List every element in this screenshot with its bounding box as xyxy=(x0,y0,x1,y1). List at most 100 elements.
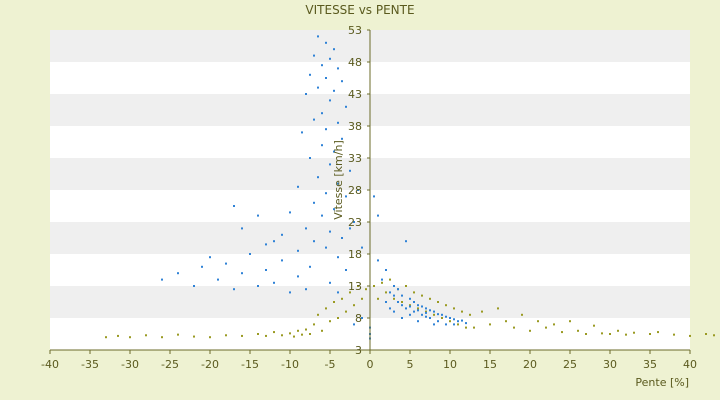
y-tick-label: 33 xyxy=(348,152,362,165)
y-tick-label: 13 xyxy=(348,280,362,293)
data-point xyxy=(241,227,243,230)
data-point xyxy=(241,334,243,337)
data-point xyxy=(309,73,311,76)
data-point xyxy=(601,332,603,335)
data-point xyxy=(445,315,447,318)
data-point xyxy=(321,214,323,217)
data-point xyxy=(413,291,415,294)
data-point xyxy=(413,310,415,313)
data-point xyxy=(409,305,411,308)
data-point xyxy=(417,309,419,312)
data-point xyxy=(289,291,291,294)
data-point xyxy=(545,326,547,329)
data-point xyxy=(145,334,147,337)
x-tick-label: 20 xyxy=(523,358,537,371)
data-point xyxy=(309,265,311,268)
data-point xyxy=(381,278,383,281)
data-point xyxy=(305,328,307,331)
data-point xyxy=(705,333,707,335)
data-point xyxy=(289,332,291,335)
data-point xyxy=(421,305,423,308)
data-point xyxy=(609,333,611,335)
data-point xyxy=(393,285,395,287)
x-tick-label: 30 xyxy=(603,358,617,371)
data-point xyxy=(625,333,627,336)
data-point xyxy=(361,297,363,300)
data-point xyxy=(417,304,419,307)
data-point xyxy=(437,301,439,303)
data-point xyxy=(305,93,307,95)
data-point xyxy=(301,131,303,134)
data-point xyxy=(161,278,163,281)
data-point xyxy=(561,331,563,334)
data-point xyxy=(341,80,343,83)
data-point xyxy=(337,256,339,259)
data-point xyxy=(353,221,355,223)
data-point xyxy=(449,317,451,319)
data-point xyxy=(433,310,435,313)
data-point xyxy=(329,163,331,166)
data-point xyxy=(373,195,375,198)
data-point xyxy=(393,294,395,297)
data-point xyxy=(305,227,307,230)
y-tick-label: 43 xyxy=(348,88,362,101)
data-point xyxy=(441,317,443,319)
data-point xyxy=(273,240,275,243)
data-point xyxy=(377,214,379,217)
x-tick-label: 5 xyxy=(407,358,414,371)
data-point xyxy=(317,35,319,38)
data-point xyxy=(457,323,459,326)
data-points xyxy=(105,35,715,340)
data-point xyxy=(325,246,327,249)
data-point xyxy=(193,335,195,338)
data-point xyxy=(333,89,335,92)
y-axis-label: Vitesse [km/h] xyxy=(332,140,345,220)
data-point xyxy=(473,326,475,329)
data-point xyxy=(429,309,431,312)
data-point xyxy=(353,323,355,326)
data-point xyxy=(257,333,259,335)
x-tick-label: 10 xyxy=(443,358,457,371)
data-point xyxy=(341,237,343,239)
y-tick-label: 28 xyxy=(348,184,362,197)
data-point xyxy=(425,311,427,314)
data-point xyxy=(445,323,447,326)
data-point xyxy=(397,301,399,303)
data-point xyxy=(453,323,455,326)
data-point xyxy=(361,246,363,249)
data-point xyxy=(325,307,327,310)
data-point xyxy=(673,333,675,336)
data-point xyxy=(357,285,359,287)
data-point xyxy=(357,189,359,191)
data-point xyxy=(537,320,539,323)
data-point xyxy=(345,269,347,271)
data-point xyxy=(349,227,351,230)
data-point xyxy=(117,334,119,337)
y-tick-label: 23 xyxy=(348,216,362,229)
data-point xyxy=(393,297,395,300)
data-point xyxy=(529,329,531,332)
data-point xyxy=(341,297,343,300)
data-point xyxy=(177,272,179,275)
data-point xyxy=(569,320,571,323)
data-point xyxy=(417,307,419,310)
x-tick-label: -30 xyxy=(121,358,139,371)
data-point xyxy=(337,182,339,185)
data-point xyxy=(385,269,387,271)
data-point xyxy=(265,269,267,271)
data-point xyxy=(313,118,315,121)
data-point xyxy=(389,291,391,294)
data-point xyxy=(421,313,423,316)
data-point xyxy=(393,310,395,313)
data-point xyxy=(309,333,311,335)
data-point xyxy=(209,256,211,259)
data-point xyxy=(309,157,311,159)
x-tick-label: 40 xyxy=(683,358,697,371)
y-tick-label: 53 xyxy=(348,24,362,37)
data-point xyxy=(373,285,375,287)
data-point xyxy=(313,323,315,326)
data-point xyxy=(265,243,267,246)
data-point xyxy=(333,48,335,51)
x-tick-label: 35 xyxy=(643,358,657,371)
x-tick-label: 25 xyxy=(563,358,577,371)
